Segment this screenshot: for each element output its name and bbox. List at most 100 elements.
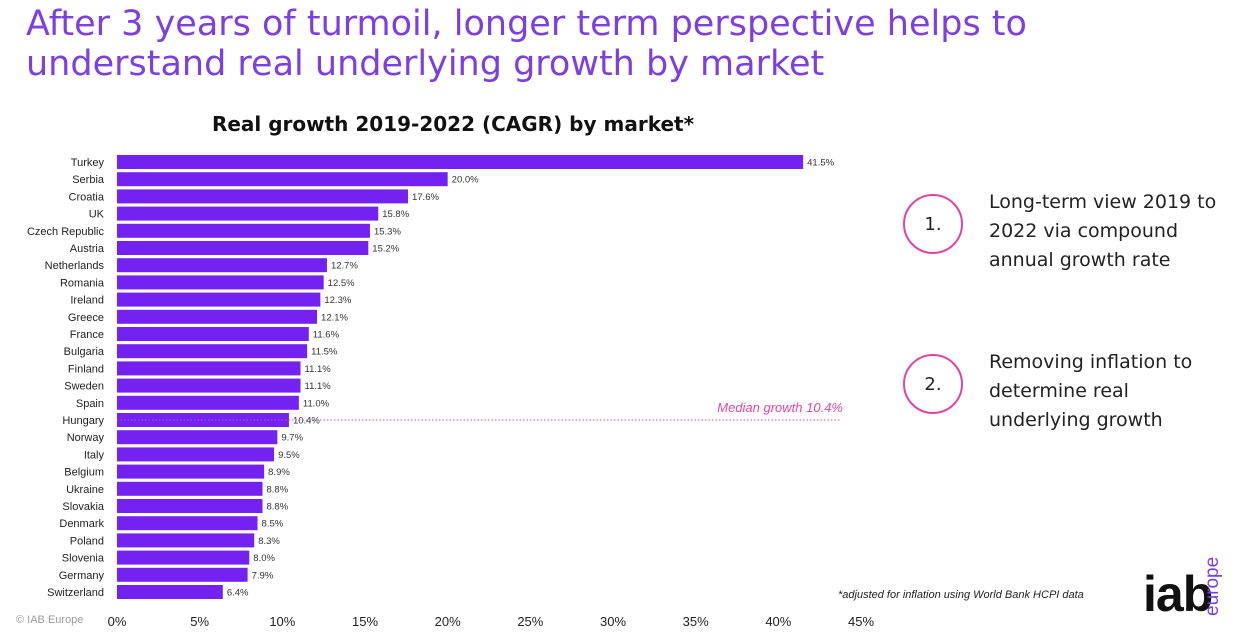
category-label-sweden: Sweden (64, 381, 104, 393)
category-label-croatia: Croatia (69, 191, 105, 203)
x-tick-label-30: 30% (600, 614, 626, 629)
bar-belgium (117, 464, 265, 479)
page-title-line-2: understand real underlying growth by mar… (26, 44, 825, 84)
category-label-france: France (70, 329, 104, 341)
value-label-bulgaria: 11.5% (311, 347, 338, 358)
bar-germany (117, 567, 248, 582)
value-label-finland: 11.1% (305, 364, 332, 375)
value-label-france: 11.6% (313, 330, 340, 341)
bar-poland (117, 533, 255, 548)
bar-spain (117, 395, 299, 410)
category-label-uk: UK (89, 209, 105, 221)
value-label-ireland: 12.3% (324, 295, 351, 306)
category-label-belgium: Belgium (64, 467, 104, 479)
bar-france (117, 327, 309, 341)
median-line-group: Median growth 10.4% (117, 400, 843, 421)
category-label-greece: Greece (68, 312, 104, 324)
x-tick-label-5: 5% (190, 614, 209, 629)
copyright: © IAB Europe (16, 614, 84, 626)
category-label-spain: Spain (76, 398, 104, 410)
category-label-norway: Norway (67, 432, 105, 444)
category-label-czech-republic: Czech Republic (27, 226, 105, 238)
value-label-uk: 15.8% (382, 209, 409, 220)
point-number-circle: 1. (903, 194, 963, 254)
bar-finland (117, 361, 301, 376)
x-tick-label-0: 0% (108, 614, 127, 629)
value-label-croatia: 17.6% (412, 192, 439, 203)
bar-ireland (117, 292, 321, 307)
chart-title: Real growth 2019-2022 (CAGR) by market* (212, 112, 695, 136)
category-label-ireland: Ireland (70, 295, 104, 307)
logo-subtitle: europe (1202, 556, 1223, 616)
bar-greece (117, 309, 318, 324)
bar-slovenia (117, 550, 250, 565)
key-point-1: 1. Long-term view 2019 to 2022 via compo… (903, 188, 1243, 288)
x-axis: 0% 5% 10% 15% 20% 25% 30% 35% 40% 45% (108, 614, 875, 629)
value-label-switzerland: 6.4% (227, 588, 249, 599)
point-text: Removing inflation to determine real und… (989, 351, 1193, 431)
x-tick-label-10: 10% (269, 614, 295, 629)
category-label-finland: Finland (68, 363, 104, 375)
point-number-circle: 2. (903, 354, 963, 414)
bar-denmark (117, 516, 258, 531)
value-label-netherlands: 12.7% (331, 261, 358, 272)
value-label-norway: 9.7% (281, 433, 303, 444)
x-tick-label-15: 15% (352, 614, 378, 629)
bar-netherlands (117, 258, 327, 273)
bar-ukraine (117, 481, 263, 496)
bar-croatia (117, 189, 408, 204)
category-label-turkey: Turkey (71, 157, 105, 169)
value-label-germany: 7.9% (252, 570, 274, 581)
bar-czech-republic (117, 223, 370, 238)
category-label-netherlands: Netherlands (45, 260, 105, 272)
median-label: Median growth 10.4% (717, 400, 843, 415)
value-label-ukraine: 8.8% (266, 484, 288, 495)
value-label-slovakia: 8.8% (266, 502, 288, 513)
logo-wordmark: iab (1143, 566, 1213, 622)
page-title-line-1: After 3 years of turmoil, longer term pe… (26, 4, 1027, 44)
bar-sweden (117, 378, 301, 393)
page-title: After 3 years of turmoil, longer term pe… (26, 4, 1126, 84)
bar-uk (117, 206, 379, 221)
value-label-romania: 12.5% (328, 278, 355, 289)
category-label-slovenia: Slovenia (62, 553, 105, 565)
bar-slovakia (117, 499, 263, 513)
bar-italy (117, 447, 275, 462)
category-label-bulgaria: Bulgaria (64, 346, 105, 358)
x-tick-label-45: 45% (848, 614, 874, 629)
bar-serbia (117, 172, 448, 187)
key-point-2: 2. Removing inflation to determine real … (903, 348, 1243, 448)
point-text: Long-term view 2019 to 2022 via compound… (989, 191, 1217, 271)
category-label-ukraine: Ukraine (66, 484, 104, 496)
value-label-austria: 15.2% (372, 244, 399, 255)
bars-layer: Turkey 41.5% Serbia 20.0% Croatia 17.6% UK 15.8… (27, 155, 835, 599)
bar-norway (117, 430, 278, 445)
category-label-poland: Poland (70, 535, 104, 547)
footnote: *adjusted for inflation using World Bank… (838, 589, 1084, 601)
bar-bulgaria (117, 344, 308, 359)
bar-austria (117, 241, 369, 255)
value-label-czech-republic: 15.3% (374, 226, 401, 237)
category-label-serbia: Serbia (72, 174, 105, 186)
category-label-hungary: Hungary (62, 415, 104, 427)
value-label-italy: 9.5% (278, 450, 300, 461)
category-label-romania: Romania (60, 277, 105, 289)
value-label-serbia: 20.0% (452, 175, 479, 186)
key-points: 1. Long-term view 2019 to 2022 via compo… (903, 188, 1243, 508)
value-label-turkey: 41.5% (807, 158, 834, 169)
value-label-hungary: 10.4% (293, 416, 320, 427)
bar-romania (117, 275, 324, 290)
value-label-spain: 11.0% (303, 398, 330, 409)
bar-switzerland (117, 585, 223, 599)
category-label-germany: Germany (59, 570, 105, 582)
x-tick-label-40: 40% (765, 614, 791, 629)
value-label-sweden: 11.1% (305, 381, 332, 392)
bar-hungary (117, 413, 289, 427)
value-label-slovenia: 8.0% (253, 553, 275, 564)
category-label-slovakia: Slovakia (62, 501, 104, 513)
value-label-greece: 12.1% (321, 312, 348, 323)
value-label-belgium: 8.9% (268, 467, 290, 478)
iab-europe-logo: iab europe (1143, 545, 1233, 625)
category-label-denmark: Denmark (59, 518, 104, 530)
